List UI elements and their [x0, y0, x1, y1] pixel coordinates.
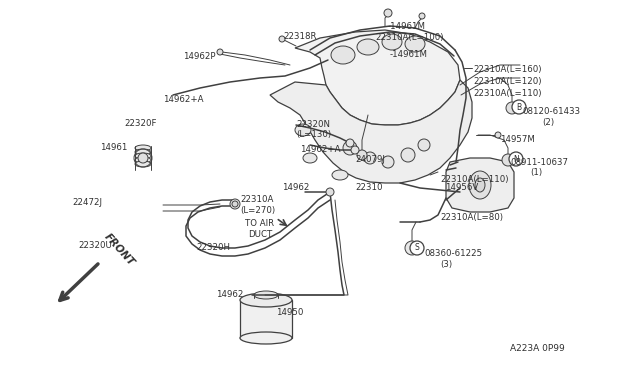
- Text: (1): (1): [530, 168, 542, 177]
- Text: 22310A(L=110): 22310A(L=110): [473, 89, 541, 98]
- Text: DUCT: DUCT: [248, 230, 272, 239]
- Text: 14950: 14950: [276, 308, 303, 317]
- Circle shape: [506, 102, 518, 114]
- Circle shape: [410, 241, 424, 255]
- Circle shape: [351, 146, 359, 154]
- Text: -14961M: -14961M: [390, 50, 428, 59]
- Text: (L=270): (L=270): [240, 206, 275, 215]
- Ellipse shape: [303, 153, 317, 163]
- Polygon shape: [446, 158, 514, 212]
- Text: 22320H: 22320H: [196, 243, 230, 252]
- Ellipse shape: [405, 36, 425, 52]
- Text: 14962+A: 14962+A: [163, 95, 204, 104]
- Circle shape: [419, 13, 425, 19]
- Ellipse shape: [382, 34, 402, 50]
- Circle shape: [405, 241, 419, 255]
- Circle shape: [384, 9, 392, 17]
- Text: 08120-61433: 08120-61433: [522, 107, 580, 116]
- Ellipse shape: [135, 157, 151, 163]
- Ellipse shape: [469, 171, 491, 199]
- Text: S: S: [415, 244, 419, 253]
- Ellipse shape: [135, 145, 151, 151]
- Text: FRONT: FRONT: [102, 232, 136, 268]
- Circle shape: [232, 201, 238, 207]
- Circle shape: [364, 152, 376, 164]
- Text: 14961: 14961: [100, 143, 127, 152]
- Circle shape: [502, 154, 514, 166]
- Text: 14962+A: 14962+A: [300, 145, 340, 154]
- Polygon shape: [295, 30, 460, 125]
- Circle shape: [346, 139, 354, 147]
- Text: TO AIR: TO AIR: [245, 219, 274, 228]
- Ellipse shape: [135, 153, 151, 159]
- Ellipse shape: [240, 332, 292, 344]
- Polygon shape: [270, 80, 472, 183]
- Text: 14962: 14962: [282, 183, 309, 192]
- Circle shape: [418, 139, 430, 151]
- Circle shape: [326, 188, 334, 196]
- Text: A223A 0P99: A223A 0P99: [510, 344, 564, 353]
- Circle shape: [495, 132, 501, 138]
- Text: 22310A(L=120): 22310A(L=120): [473, 77, 541, 86]
- Text: 24079J: 24079J: [355, 155, 385, 164]
- Text: 22310: 22310: [355, 183, 383, 192]
- Circle shape: [343, 141, 357, 155]
- Circle shape: [357, 150, 367, 160]
- Circle shape: [401, 148, 415, 162]
- Ellipse shape: [357, 39, 379, 55]
- Ellipse shape: [295, 124, 311, 136]
- Circle shape: [509, 152, 523, 166]
- Text: 22310A: 22310A: [240, 195, 273, 204]
- Circle shape: [279, 36, 285, 42]
- Text: (L=130): (L=130): [296, 130, 331, 139]
- Text: 22320F: 22320F: [124, 119, 157, 128]
- Text: 22320U: 22320U: [78, 241, 112, 250]
- Circle shape: [230, 199, 240, 209]
- Text: 22318R: 22318R: [283, 32, 317, 41]
- Circle shape: [382, 156, 394, 168]
- Ellipse shape: [135, 149, 151, 155]
- Text: 22310A(L=110): 22310A(L=110): [440, 175, 509, 184]
- Text: (2): (2): [542, 118, 554, 127]
- Text: 22320N: 22320N: [296, 120, 330, 129]
- Ellipse shape: [475, 178, 485, 192]
- Ellipse shape: [135, 161, 151, 167]
- Text: 14962: 14962: [216, 290, 243, 299]
- Ellipse shape: [331, 46, 355, 64]
- Circle shape: [138, 153, 148, 163]
- Text: 14957M: 14957M: [500, 135, 535, 144]
- Text: 22472J: 22472J: [72, 198, 102, 207]
- Text: 22310A(L=100): 22310A(L=100): [375, 33, 444, 42]
- Text: -14961M: -14961M: [388, 22, 426, 31]
- Circle shape: [217, 49, 223, 55]
- Text: 22310A(L=160): 22310A(L=160): [473, 65, 541, 74]
- Text: (3): (3): [440, 260, 452, 269]
- Text: B: B: [516, 103, 522, 112]
- Circle shape: [512, 100, 526, 114]
- Bar: [240, 300, 292, 338]
- Text: 22310A(L=80): 22310A(L=80): [440, 213, 503, 222]
- Ellipse shape: [254, 291, 278, 299]
- Text: N: N: [513, 154, 519, 164]
- Ellipse shape: [240, 293, 292, 307]
- Ellipse shape: [332, 170, 348, 180]
- Text: 14962P: 14962P: [183, 52, 216, 61]
- Text: 08360-61225: 08360-61225: [424, 249, 482, 258]
- Text: 08911-10637: 08911-10637: [510, 158, 568, 167]
- Text: 14956V: 14956V: [445, 183, 478, 192]
